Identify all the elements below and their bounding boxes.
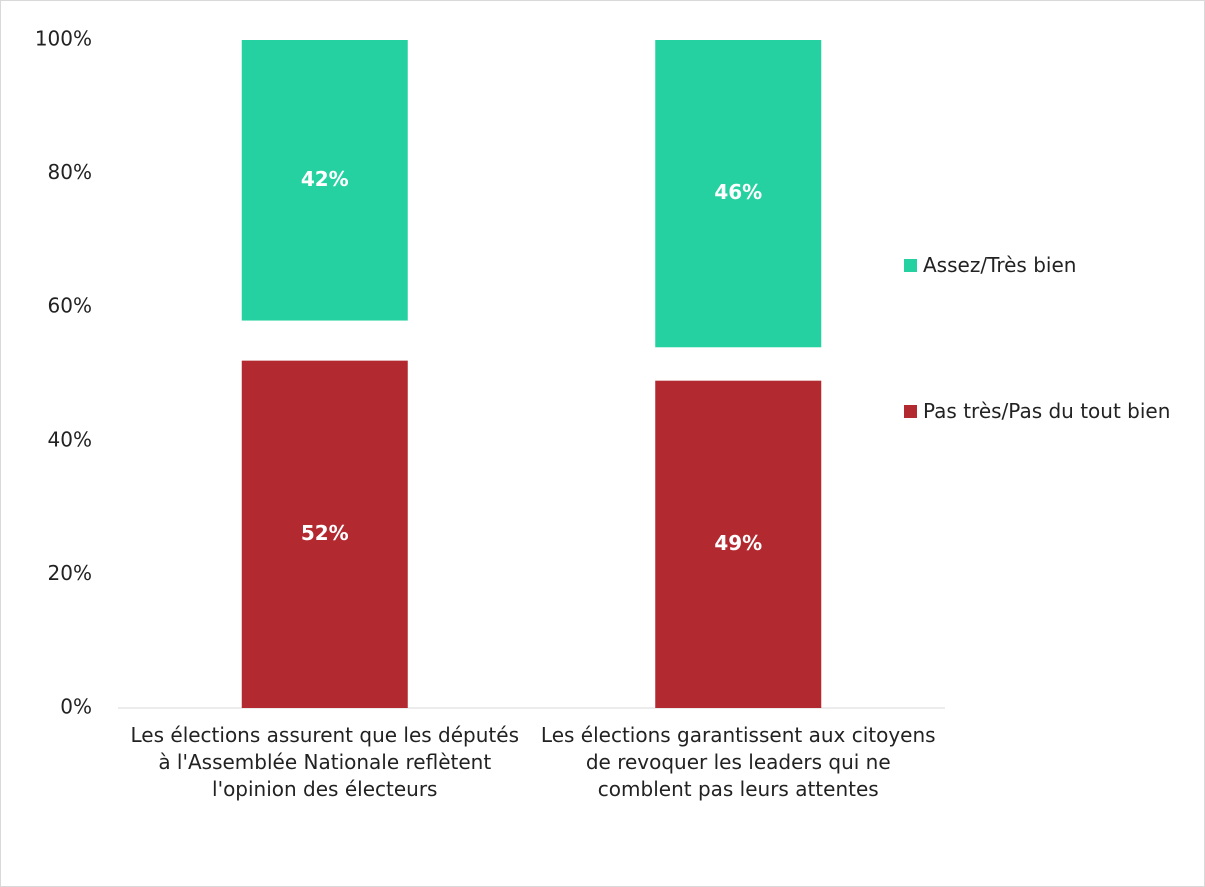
bar-segment (241, 360, 408, 708)
x-tick-label: Les élections garantissent aux citoyens … (540, 723, 936, 801)
y-tick-label: 100% (35, 27, 92, 51)
legend-swatch (904, 405, 917, 418)
y-tick-label: 40% (48, 427, 92, 451)
bar-segment (241, 40, 408, 321)
y-tick-label: 0% (60, 695, 92, 719)
y-tick-label: 80% (48, 160, 92, 184)
data-label: 49% (714, 531, 762, 555)
x-tick-label: Les élections assurent que les députés à… (130, 723, 519, 801)
bar-segment (655, 380, 822, 708)
data-label: 46% (714, 180, 762, 204)
legend-label: Pas très/Pas du tout bien (923, 399, 1171, 423)
data-label: 52% (301, 521, 349, 545)
data-label: 42% (301, 167, 349, 191)
legend-swatch (904, 259, 917, 272)
bar-segment (655, 40, 822, 348)
y-tick-label: 20% (48, 561, 92, 585)
y-tick-label: 60% (48, 294, 92, 318)
legend-label: Assez/Très bien (923, 253, 1077, 277)
